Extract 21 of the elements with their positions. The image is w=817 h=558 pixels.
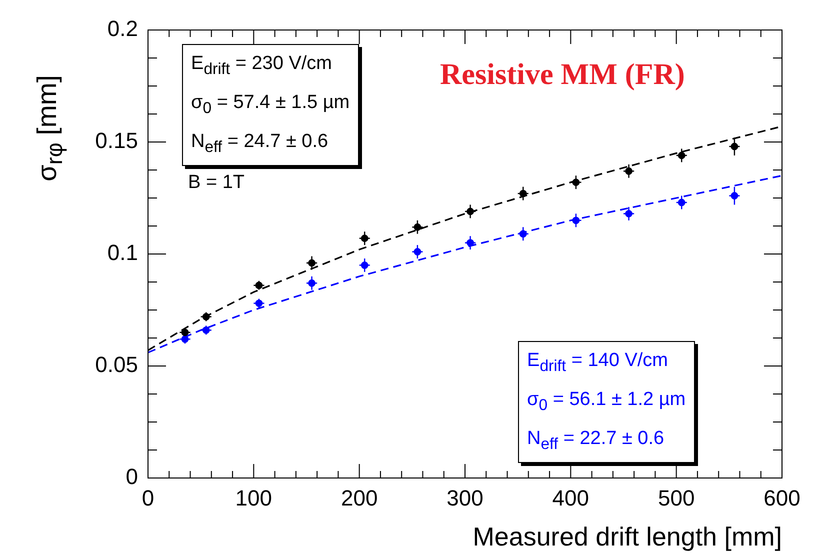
y-tick-label: 0.05	[95, 352, 138, 378]
x-tick-label: 0	[142, 485, 154, 510]
y-tick-label: 0	[126, 464, 138, 490]
y-tick-label: 0.2	[107, 16, 138, 42]
annotation: N$_{eff}$ = 22.7 ± 0.6	[527, 426, 666, 454]
y-tick-label: 0.15	[95, 128, 138, 154]
annotation: σ$_{0}$ = 56.1 ± 1.2 µm	[527, 388, 686, 416]
annotation: σ$_{0}$ = 57.4 ± 1.5 µm	[191, 90, 350, 119]
x-tick-label: 200	[340, 485, 378, 510]
x-tick-label: 300	[446, 485, 484, 510]
x-tick-label: 100	[235, 485, 272, 510]
x-tick-label: 400	[552, 485, 590, 510]
annotation: N$_{eff}$ = 24.7 ± 0.6	[191, 130, 330, 158]
x-axis-title: Measured drift length [mm]	[472, 522, 782, 552]
x-tick-label: 500	[658, 485, 695, 510]
annotation: B = 1T	[188, 172, 244, 194]
annotation: E$_{drift}$ = 230 V/cm	[191, 52, 333, 80]
annotation: Resistive MM (FR)	[440, 58, 685, 92]
x-tick-label: 600	[764, 485, 800, 510]
annotation: E$_{drift}$ = 140 V/cm	[527, 349, 669, 377]
y-tick-label: 0.1	[107, 240, 138, 266]
